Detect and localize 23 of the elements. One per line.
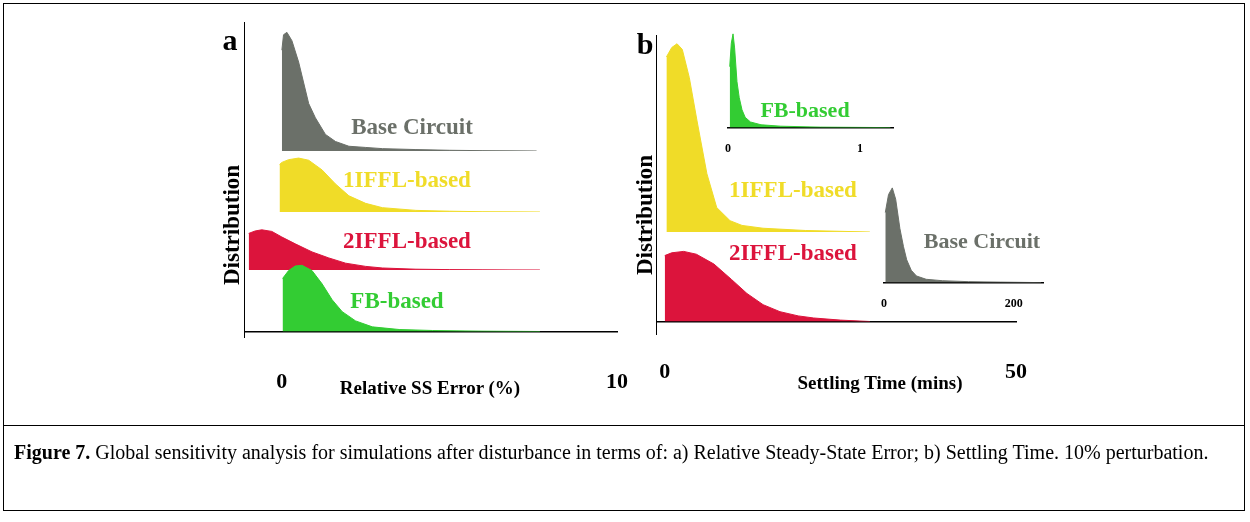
- series-label: Base Circuit: [923, 228, 1041, 254]
- chart-title: b: [636, 27, 654, 61]
- chart-title: a: [222, 23, 238, 57]
- y-axis-title: Distribution: [219, 164, 245, 286]
- series-label: 1IFFL-based: [729, 177, 857, 203]
- x-tick-label: 50: [1005, 358, 1027, 384]
- x-tick-label: 0: [725, 140, 731, 155]
- series-label: Base Circuit: [351, 114, 473, 140]
- x-tick-label: 1: [857, 140, 863, 155]
- series-label: 1IFFL-based: [343, 167, 471, 193]
- series-label: 2IFFL-based: [729, 240, 857, 266]
- caption: Figure 7. Global sensitivity analysis for simulations after disturbance in terms of: a) Relative Steady-State Error; b) Settling Time. 10% perturbation.: [14, 441, 1209, 463]
- x-tick-label: 10: [606, 368, 628, 394]
- series-label: FB-based: [350, 288, 444, 314]
- x-tick-label: 0: [659, 358, 671, 384]
- x-tick-label: 200: [1004, 295, 1023, 310]
- x-tick-label: 0: [276, 368, 288, 394]
- x-tick-label: 0: [881, 295, 887, 310]
- series-label: 2IFFL-based: [343, 228, 471, 254]
- y-axis-title: Distribution: [632, 154, 658, 276]
- x-axis-title: Settling Time (mins): [797, 372, 963, 394]
- series-label: FB-based: [760, 97, 850, 123]
- x-axis-title: Relative SS Error (%): [339, 377, 521, 399]
